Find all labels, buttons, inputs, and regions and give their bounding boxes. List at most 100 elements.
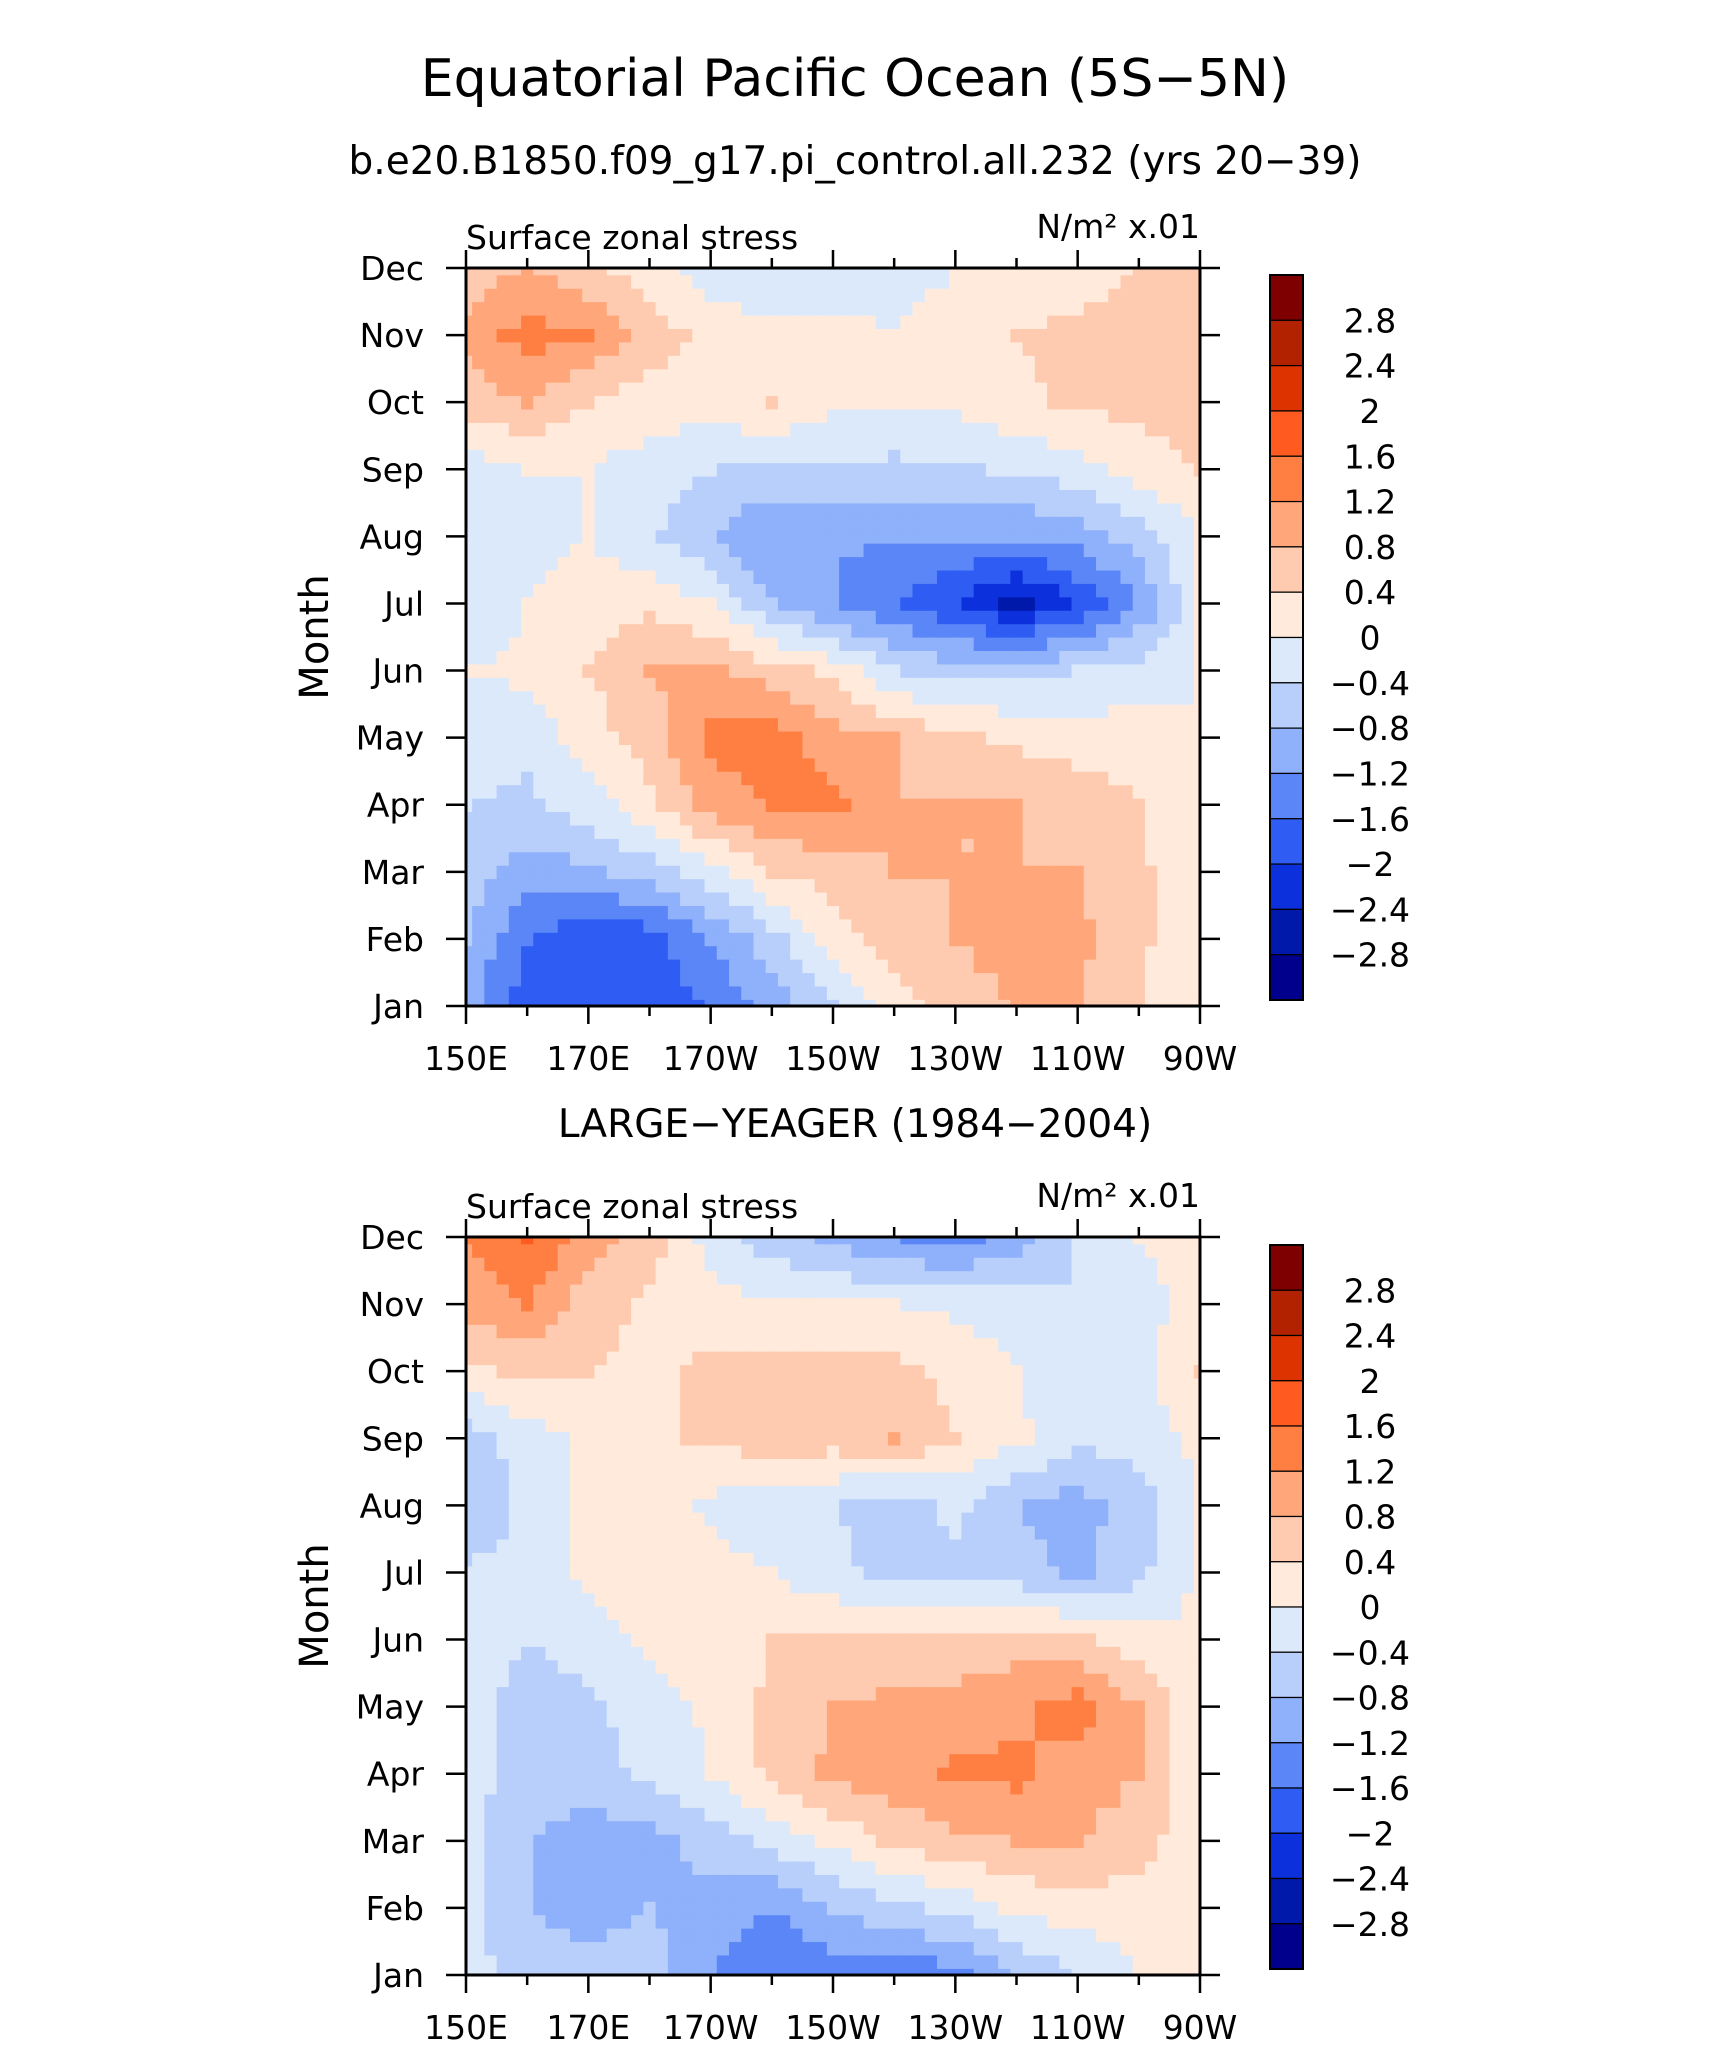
- cell: [900, 811, 914, 826]
- cell: [888, 959, 901, 974]
- cell: [667, 811, 681, 826]
- cell: [569, 583, 583, 598]
- cell: [1181, 556, 1195, 571]
- cell: [863, 704, 877, 719]
- cell: [741, 878, 755, 893]
- cell: [1010, 945, 1024, 960]
- cell: [594, 449, 608, 464]
- cell: [1169, 1659, 1183, 1674]
- cell: [1120, 1713, 1134, 1728]
- cell: [484, 355, 498, 370]
- cell: [900, 905, 914, 920]
- cell: [741, 1901, 755, 1916]
- cell: [1193, 1753, 1200, 1768]
- cell: [1169, 905, 1183, 920]
- cell: [508, 744, 522, 759]
- cell: [508, 355, 522, 370]
- cell: [924, 959, 938, 974]
- cell: [839, 999, 852, 1006]
- cell: [1047, 1914, 1060, 1929]
- cell: [1096, 1713, 1109, 1728]
- cell: [1034, 1901, 1048, 1916]
- cell: [1181, 475, 1195, 490]
- cell: [533, 449, 547, 464]
- cell: [863, 475, 877, 490]
- cell: [521, 1834, 534, 1849]
- cell: [839, 502, 852, 517]
- cell: [692, 905, 706, 920]
- cell: [484, 1968, 498, 1975]
- cell: [765, 757, 779, 772]
- cell: [863, 945, 877, 960]
- cell: [729, 663, 742, 678]
- cell: [1059, 462, 1073, 477]
- cell: [643, 1767, 657, 1782]
- cell: [1181, 623, 1195, 638]
- cell: [814, 771, 828, 786]
- cell: [1132, 623, 1146, 638]
- cell: [888, 1928, 901, 1943]
- cell: [802, 1659, 816, 1674]
- cell: [729, 1673, 742, 1688]
- cell: [1157, 1914, 1171, 1929]
- cell: [692, 1887, 706, 1902]
- cell: [924, 475, 938, 490]
- cell: [790, 945, 804, 960]
- cell: [790, 918, 804, 933]
- cell: [1181, 637, 1195, 652]
- cell: [692, 972, 706, 987]
- cell: [961, 382, 975, 397]
- cell: [545, 583, 559, 598]
- cell: [936, 1901, 950, 1916]
- cell: [533, 744, 547, 759]
- cell: [1083, 1740, 1097, 1755]
- cell: [1144, 784, 1158, 799]
- cell: [643, 851, 657, 866]
- cell: [1010, 637, 1024, 652]
- cell: [888, 784, 901, 799]
- cell: [729, 1928, 742, 1943]
- cell: [1108, 677, 1122, 692]
- cell: [839, 784, 852, 799]
- cell: [496, 435, 510, 450]
- cell: [814, 1753, 828, 1768]
- cell: [1071, 341, 1085, 356]
- cell: [533, 878, 547, 893]
- cell: [1096, 408, 1109, 423]
- cell: [839, 543, 852, 558]
- cell: [1132, 462, 1146, 477]
- cell: [802, 1767, 816, 1782]
- cell: [521, 623, 534, 638]
- cell: [1059, 704, 1073, 719]
- cell: [888, 268, 901, 276]
- cell: [936, 717, 950, 732]
- cell: [582, 489, 596, 504]
- cell: [741, 1847, 755, 1862]
- cell: [1120, 959, 1134, 974]
- cell: [851, 838, 865, 853]
- cell: [1096, 1753, 1109, 1768]
- cell: [1071, 824, 1085, 839]
- cell: [1169, 1713, 1183, 1728]
- cell: [692, 824, 706, 839]
- cell: [1059, 650, 1073, 665]
- cell: [741, 288, 755, 303]
- cell: [655, 435, 669, 450]
- cell: [582, 529, 596, 544]
- cell: [569, 1686, 583, 1701]
- cell: [1193, 274, 1200, 289]
- cell: [998, 623, 1011, 638]
- cell: [1169, 1740, 1183, 1755]
- cell: [790, 395, 804, 410]
- cell: [912, 1928, 926, 1943]
- cell: [863, 972, 877, 987]
- cell: [998, 918, 1011, 933]
- cell: [924, 1901, 938, 1916]
- cell: [1034, 408, 1048, 423]
- cell: [680, 985, 693, 1000]
- cell: [777, 1941, 791, 1956]
- cell: [533, 945, 547, 960]
- cell: [594, 395, 608, 410]
- cell: [618, 489, 632, 504]
- cell: [863, 784, 877, 799]
